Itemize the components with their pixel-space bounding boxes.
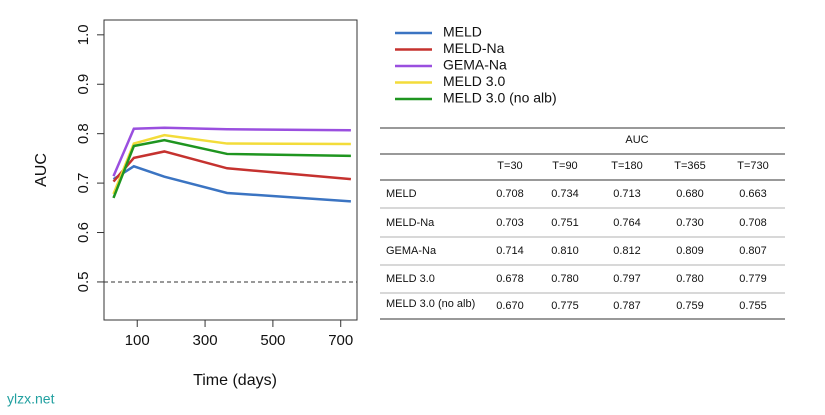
x-tick-label: 300 (193, 332, 218, 349)
table-cell: 0.779 (739, 273, 767, 285)
series-line (112, 164, 351, 203)
legend-label: MELD-Na (443, 40, 505, 56)
table-cell: 0.775 (551, 300, 579, 312)
table-cell: 0.809 (676, 245, 704, 257)
table-row-label: MELD 3.0 (386, 273, 435, 285)
table-cell: 0.703 (496, 217, 524, 229)
table-cell: 0.812 (613, 245, 641, 257)
table-title: AUC (625, 134, 648, 146)
table-cell: 0.670 (496, 300, 524, 312)
y-tick-label: 0.6 (75, 222, 92, 243)
series-line (112, 138, 351, 199)
table-cell: 0.678 (496, 273, 524, 285)
x-tick-label: 100 (125, 332, 150, 349)
table-cell: 0.734 (551, 188, 579, 200)
table-row-label: GEMA-Na (386, 245, 437, 257)
table-cell: 0.714 (496, 245, 524, 257)
table-cell: 0.730 (676, 217, 704, 229)
table-row-label: MELD 3.0 (no alb) (386, 298, 475, 310)
plot-frame (103, 19, 358, 321)
table-column-header: T=730 (737, 160, 769, 172)
table-cell: 0.759 (676, 300, 704, 312)
table-cell: 0.663 (739, 188, 767, 200)
table-row-label: MELD-Na (386, 217, 435, 229)
watermark: ylzx.net (7, 391, 55, 407)
y-axis-label: AUC (33, 153, 50, 187)
table-cell: 0.751 (551, 217, 579, 229)
table-cell: 0.797 (613, 273, 641, 285)
table-cell: 0.680 (676, 188, 704, 200)
y-tick-label: 1.0 (75, 24, 92, 45)
y-tick-label: 0.9 (75, 74, 92, 95)
y-tick-label: 0.5 (75, 272, 92, 293)
table-cell: 0.780 (676, 273, 704, 285)
table-row-label: MELD (386, 188, 417, 200)
y-tick-label: 0.8 (75, 123, 92, 144)
table-cell: 0.787 (613, 300, 641, 312)
x-tick-label: 500 (260, 332, 285, 349)
table-column-header: T=180 (611, 160, 643, 172)
table-cell: 0.780 (551, 273, 579, 285)
table-cell: 0.708 (496, 188, 524, 200)
table-column-header: T=30 (497, 160, 522, 172)
table-cell: 0.713 (613, 188, 641, 200)
table-cell: 0.764 (613, 217, 641, 229)
legend-label: MELD 3.0 (no alb) (443, 90, 557, 106)
y-tick-label: 0.7 (75, 173, 92, 194)
table-cell: 0.807 (739, 245, 767, 257)
x-axis-label: Time (days) (193, 372, 277, 389)
table-cell: 0.810 (551, 245, 579, 257)
table-column-header: T=90 (552, 160, 577, 172)
series-line (112, 126, 351, 177)
legend-label: MELD 3.0 (443, 73, 505, 89)
legend-label: GEMA-Na (443, 57, 507, 73)
table-column-header: T=365 (674, 160, 706, 172)
table-cell: 0.708 (739, 217, 767, 229)
table-cell: 0.755 (739, 300, 767, 312)
legend-label: MELD (443, 24, 482, 40)
x-tick-label: 700 (328, 332, 353, 349)
